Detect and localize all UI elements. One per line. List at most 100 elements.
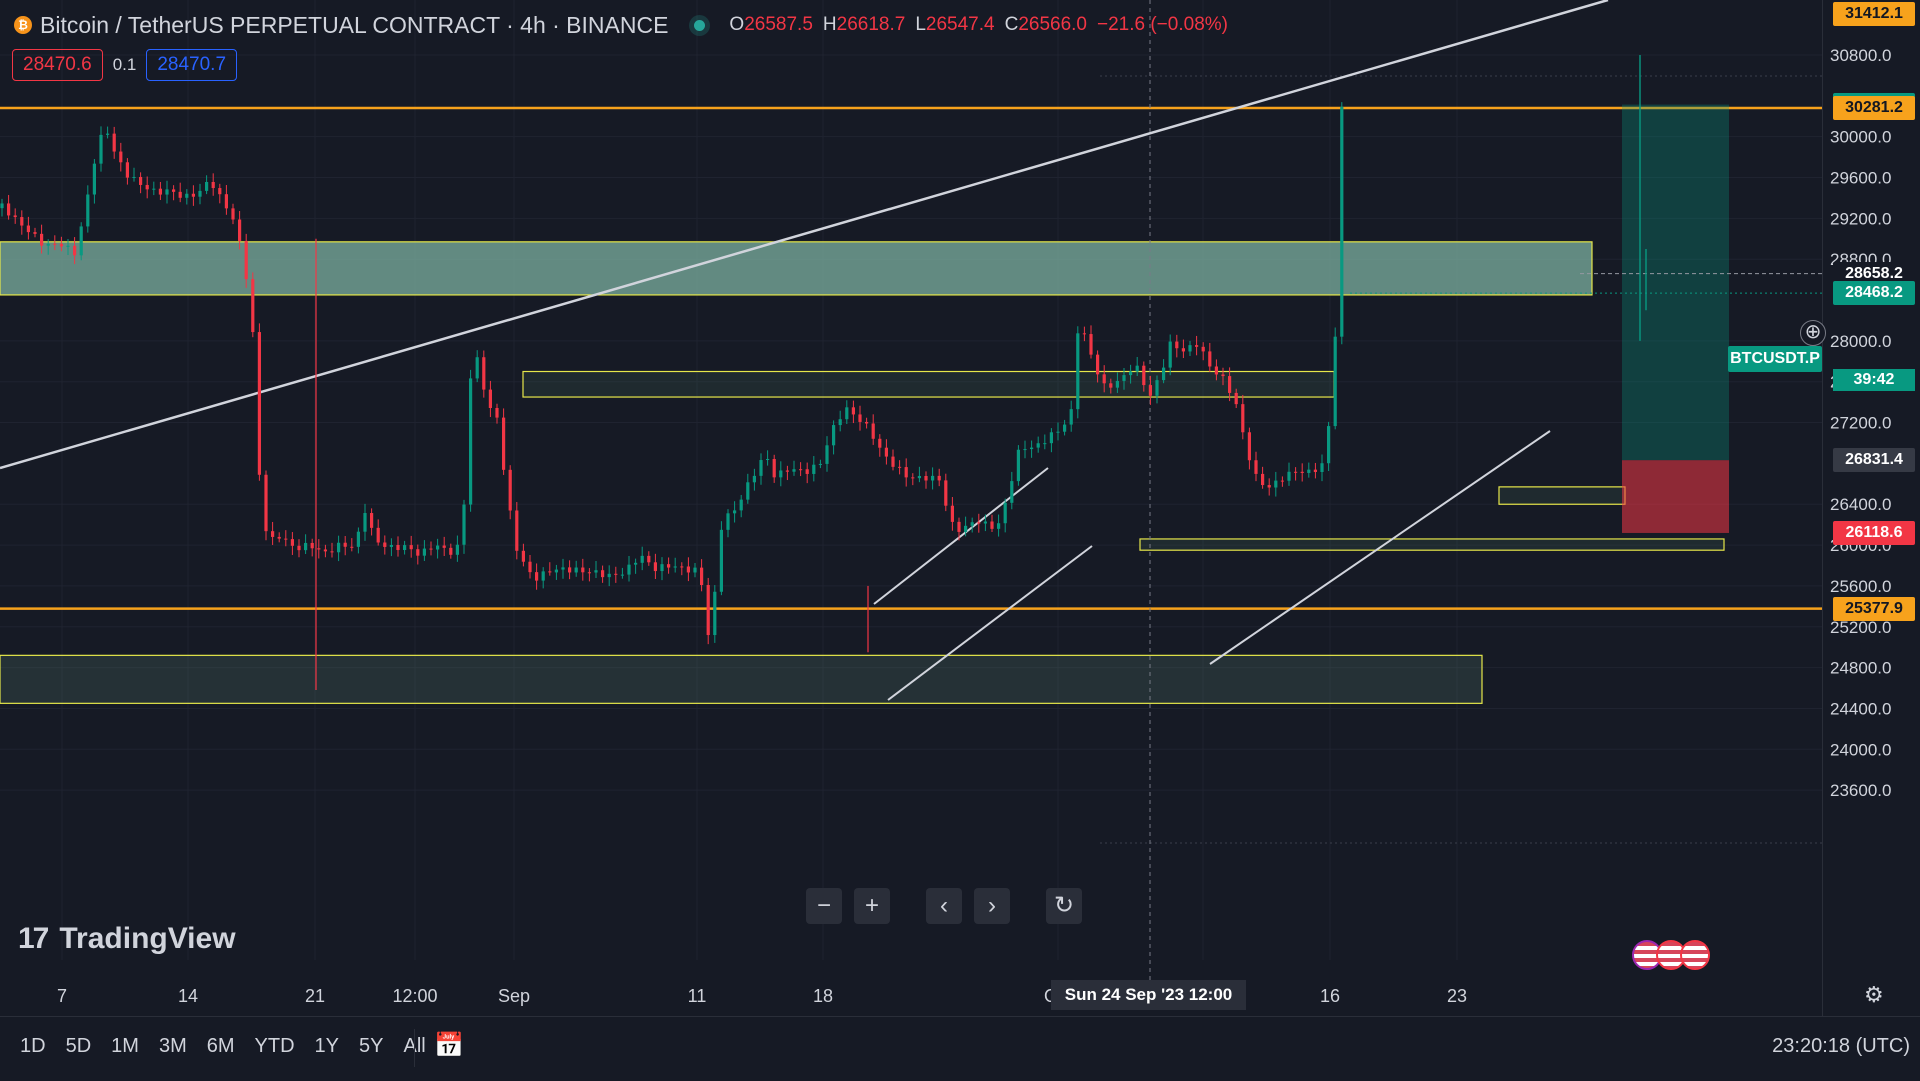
candle-body: [409, 545, 413, 550]
timeframe-1d[interactable]: 1D: [20, 1035, 46, 1057]
candle-body: [363, 513, 367, 532]
ohlc-value: 26618.7: [836, 14, 906, 35]
candle-body: [752, 475, 756, 483]
timeframe-6m[interactable]: 6M: [206, 1035, 235, 1057]
channel-line: [873, 467, 1049, 605]
candle-body: [1294, 471, 1298, 473]
candle-body: [680, 566, 684, 568]
candle-body: [944, 480, 948, 506]
bottom-toolbar: 1D5D1M3M6MYTD1Y5YAll 📅 23:20:18 (UTC): [0, 1016, 1920, 1081]
candle-body: [535, 572, 539, 581]
ohlc-key: H: [822, 14, 837, 35]
candle-body: [911, 477, 915, 479]
price-axis-label: 23600.0: [1830, 781, 1891, 800]
us-flag-icon[interactable]: [1680, 940, 1710, 970]
zoom-in-button[interactable]: +: [854, 888, 890, 924]
support-resistance-zone: [1498, 486, 1626, 505]
candle-body: [653, 562, 657, 572]
candle-body: [1115, 380, 1119, 388]
candle-body: [297, 545, 301, 551]
candle-body: [442, 545, 446, 548]
timeframe-1y[interactable]: 1Y: [314, 1035, 340, 1057]
ohlc-key: O: [729, 14, 745, 35]
candle-body: [825, 445, 829, 464]
trend-line: [0, 0, 1609, 470]
candle-body: [812, 464, 816, 474]
candle-body: [53, 243, 57, 245]
symbol-title[interactable]: Bitcoin / TetherUS PERPETUAL CONTRACT · …: [40, 11, 669, 38]
calendar-range-icon[interactable]: 📅: [434, 1032, 464, 1059]
tradingview-logo[interactable]: 17 TradingView: [18, 922, 236, 956]
candle-body: [858, 414, 862, 422]
candle-body: [158, 188, 162, 195]
candle-body: [323, 549, 327, 552]
candle-body: [970, 522, 974, 526]
candle-body: [785, 470, 789, 472]
candle-body: [264, 474, 268, 532]
candle-body: [561, 567, 565, 570]
timeframe-3m[interactable]: 3M: [158, 1035, 187, 1057]
timeframe-5d[interactable]: 5D: [65, 1035, 92, 1057]
candle-body: [271, 531, 275, 537]
candle-body: [818, 463, 822, 465]
candle-body: [977, 522, 981, 524]
candle-body: [26, 225, 30, 233]
candle-body: [1168, 341, 1172, 368]
tradingview-logo-icon: 17: [18, 922, 49, 955]
candle-body: [884, 447, 888, 457]
position-profit-zone: [1622, 104, 1729, 461]
candle-body: [1056, 431, 1060, 433]
candle-body: [1261, 473, 1265, 486]
sell-button[interactable]: 28470.6: [12, 49, 103, 81]
candle-body: [317, 548, 321, 550]
economic-events[interactable]: [1632, 940, 1710, 970]
price-axis-label: 24000.0: [1830, 740, 1891, 759]
candle-body: [1221, 374, 1225, 377]
price-axis-label: 30000.0: [1830, 128, 1891, 147]
candle-body: [521, 550, 525, 562]
zoom-out-button[interactable]: −: [806, 888, 842, 924]
candle-body: [1340, 106, 1344, 337]
candle-body: [7, 203, 11, 216]
timeframe-5y[interactable]: 5Y: [359, 1035, 384, 1057]
candle-body: [904, 467, 908, 478]
ohlc-values: O 26587.5 H 26618.7 L 26547.4 C 26566.0 −21.6 (−…: [729, 14, 1238, 36]
candle-body: [587, 572, 591, 574]
time-axis-label: 12:00: [392, 986, 437, 1006]
support-resistance-zone: [0, 241, 1593, 296]
candle-body: [1023, 449, 1027, 451]
candle-body: [165, 189, 169, 195]
candle-body: [218, 188, 222, 195]
candle-body: [290, 539, 294, 546]
candle-body: [871, 423, 875, 439]
candle-body: [1049, 432, 1053, 444]
candle-body: [515, 510, 519, 551]
price-tag-gray: 26831.4: [1833, 448, 1915, 473]
price-chart[interactable]: 30800.030000.029600.029200.028800.028000…: [0, 0, 1920, 1016]
candle-body: [640, 555, 644, 563]
add-alert-icon[interactable]: ⊕: [1800, 320, 1826, 346]
candle-body: [898, 466, 902, 468]
time-axis-label: Sep: [498, 986, 530, 1006]
price-axis-label: 29200.0: [1830, 209, 1891, 228]
scroll-left-button[interactable]: ‹: [926, 888, 962, 924]
ohlc-value: 26566.0: [1018, 14, 1087, 35]
candle-body: [706, 585, 710, 636]
ohlc-value: 26587.5: [744, 14, 813, 35]
candle-body: [455, 544, 459, 555]
price-axis-label: 25200.0: [1830, 618, 1891, 637]
candle-body: [541, 571, 545, 581]
timeframe-1m[interactable]: 1M: [111, 1035, 139, 1057]
candle-body: [152, 188, 156, 190]
support-resistance-zone: [0, 654, 1483, 704]
reset-chart-button[interactable]: ↻: [1046, 888, 1082, 924]
candle-body: [277, 536, 281, 539]
gear-icon[interactable]: ⚙: [1864, 982, 1884, 1007]
buy-button[interactable]: 28470.7: [146, 49, 238, 81]
scroll-right-button[interactable]: ›: [974, 888, 1010, 924]
candle-body: [1267, 485, 1271, 488]
utc-clock[interactable]: 23:20:18 (UTC): [1772, 1035, 1910, 1057]
timeframe-ytd[interactable]: YTD: [254, 1035, 295, 1057]
candle-body: [1003, 502, 1007, 524]
time-axis-label: 23: [1447, 986, 1467, 1006]
